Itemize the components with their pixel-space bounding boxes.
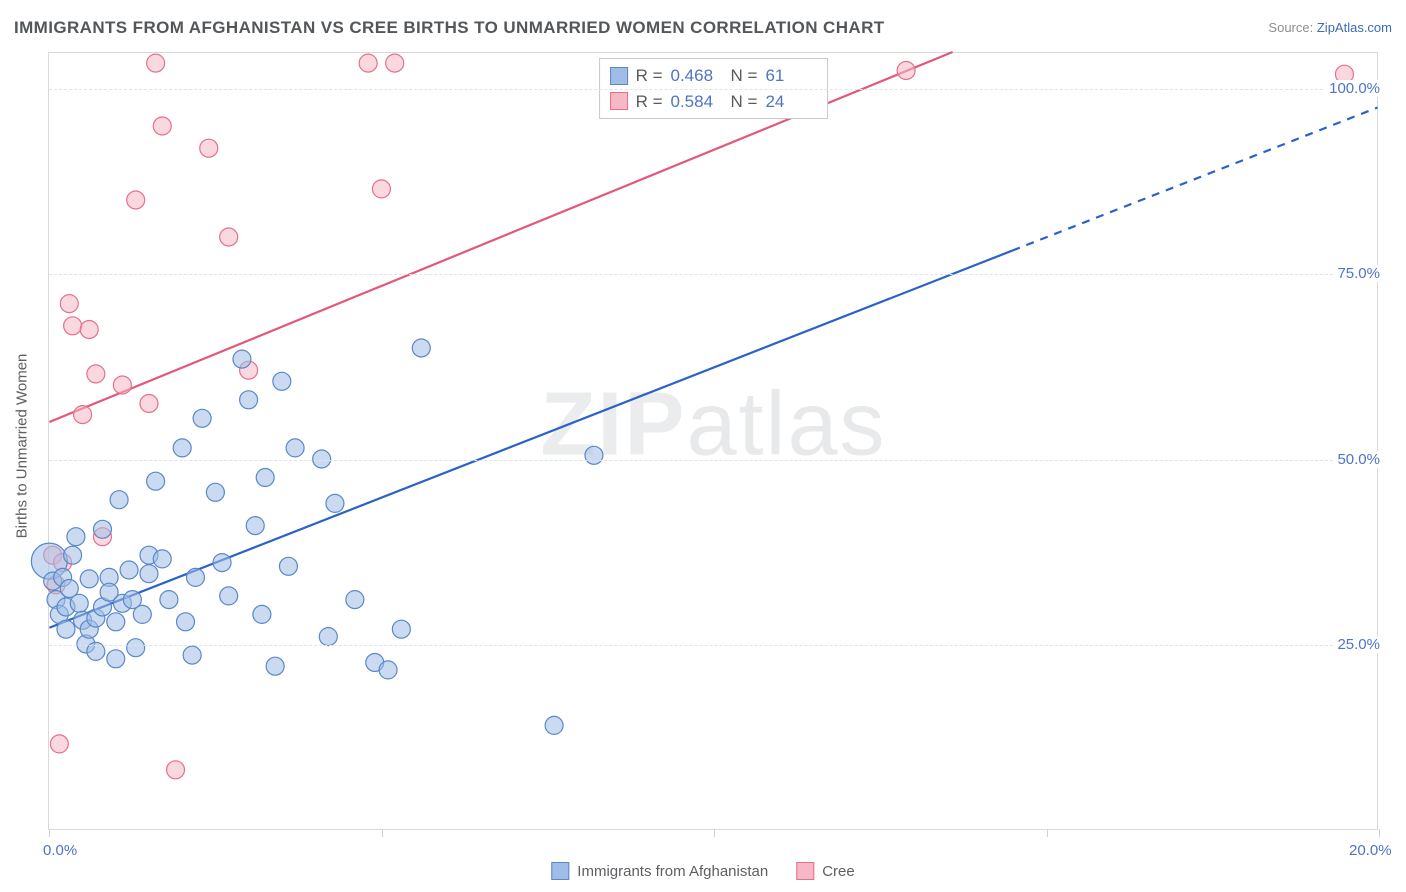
point-blue — [256, 469, 274, 487]
point-pink — [220, 228, 238, 246]
point-pink — [64, 317, 82, 335]
point-blue — [127, 639, 145, 657]
point-blue — [67, 528, 85, 546]
y-axis-title: Births to Unmarried Women — [14, 261, 31, 446]
x-tick — [1047, 829, 1048, 837]
point-blue — [545, 716, 563, 734]
point-blue — [120, 561, 138, 579]
gridline-h — [49, 460, 1378, 461]
point-blue — [64, 546, 82, 564]
point-pink — [60, 295, 78, 313]
point-pink — [113, 376, 131, 394]
point-pink — [87, 365, 105, 383]
point-pink — [140, 395, 158, 413]
point-pink — [200, 139, 218, 157]
point-blue — [346, 591, 364, 609]
point-blue — [326, 494, 344, 512]
source-attribution: Source: ZipAtlas.com — [1268, 20, 1392, 35]
legend-item-blue: Immigrants from Afghanistan — [551, 862, 768, 880]
point-blue — [253, 605, 271, 623]
point-pink — [147, 54, 165, 72]
y-tick-label: 50.0% — [1333, 451, 1380, 468]
corr-row-pink: R = 0.584 N = 24 — [610, 89, 818, 115]
point-pink — [386, 54, 404, 72]
point-blue — [585, 446, 603, 464]
point-blue — [107, 613, 125, 631]
point-blue — [140, 565, 158, 583]
point-blue — [279, 557, 297, 575]
point-blue — [392, 620, 410, 638]
point-blue — [147, 472, 165, 490]
x-tick — [714, 829, 715, 837]
source-label: Source: — [1268, 20, 1313, 35]
point-blue — [266, 657, 284, 675]
point-pink — [372, 180, 390, 198]
regression-line-dashed — [1012, 108, 1377, 251]
point-blue — [173, 439, 191, 457]
legend-item-pink: Cree — [796, 862, 855, 880]
gridline-h — [49, 89, 1378, 90]
point-blue — [57, 620, 75, 638]
point-blue — [379, 661, 397, 679]
plot-area: ZIPatlas R = 0.468 N = 61 R = 0.584 N = … — [48, 52, 1378, 830]
corr-row-blue: R = 0.468 N = 61 — [610, 63, 818, 89]
legend-label-blue: Immigrants from Afghanistan — [577, 863, 768, 880]
point-blue — [93, 520, 111, 538]
point-blue — [133, 605, 151, 623]
point-blue — [110, 491, 128, 509]
y-tick-label: 100.0% — [1325, 80, 1380, 97]
point-blue — [319, 628, 337, 646]
point-pink — [153, 117, 171, 135]
gridline-h — [49, 645, 1378, 646]
point-pink — [127, 191, 145, 209]
point-blue — [177, 613, 195, 631]
point-blue — [153, 550, 171, 568]
chart-title: IMMIGRANTS FROM AFGHANISTAN VS CREE BIRT… — [14, 18, 1392, 38]
point-blue — [206, 483, 224, 501]
point-blue — [273, 372, 291, 390]
y-tick-label: 25.0% — [1333, 636, 1380, 653]
point-blue — [70, 594, 88, 612]
point-blue — [412, 339, 430, 357]
swatch-blue — [610, 67, 628, 85]
point-pink — [167, 761, 185, 779]
point-pink — [359, 54, 377, 72]
legend-label-pink: Cree — [822, 863, 855, 880]
swatch-blue — [551, 862, 569, 880]
point-blue — [183, 646, 201, 664]
x-tick-label: 0.0% — [43, 842, 77, 859]
point-blue — [240, 391, 258, 409]
x-tick-label: 20.0% — [1349, 842, 1392, 859]
x-tick — [49, 829, 50, 837]
point-blue — [220, 587, 238, 605]
point-pink — [74, 406, 92, 424]
swatch-pink — [610, 92, 628, 110]
point-blue — [107, 650, 125, 668]
point-blue — [186, 568, 204, 586]
title-bar: IMMIGRANTS FROM AFGHANISTAN VS CREE BIRT… — [14, 18, 1392, 46]
point-blue — [193, 409, 211, 427]
point-pink — [80, 321, 98, 339]
point-blue — [286, 439, 304, 457]
x-tick — [382, 829, 383, 837]
point-pink — [897, 62, 915, 80]
point-pink — [50, 735, 68, 753]
point-blue — [80, 570, 98, 588]
point-blue — [213, 554, 231, 572]
swatch-pink — [796, 862, 814, 880]
source-link[interactable]: ZipAtlas.com — [1317, 20, 1392, 35]
point-blue — [160, 591, 178, 609]
gridline-h — [49, 274, 1378, 275]
point-blue — [246, 517, 264, 535]
x-tick — [1379, 829, 1380, 837]
point-blue — [233, 350, 251, 368]
bottom-legend: Immigrants from Afghanistan Cree — [551, 862, 854, 880]
y-tick-label: 75.0% — [1333, 265, 1380, 282]
chart-container: IMMIGRANTS FROM AFGHANISTAN VS CREE BIRT… — [0, 0, 1406, 892]
chart-svg — [49, 52, 1378, 829]
